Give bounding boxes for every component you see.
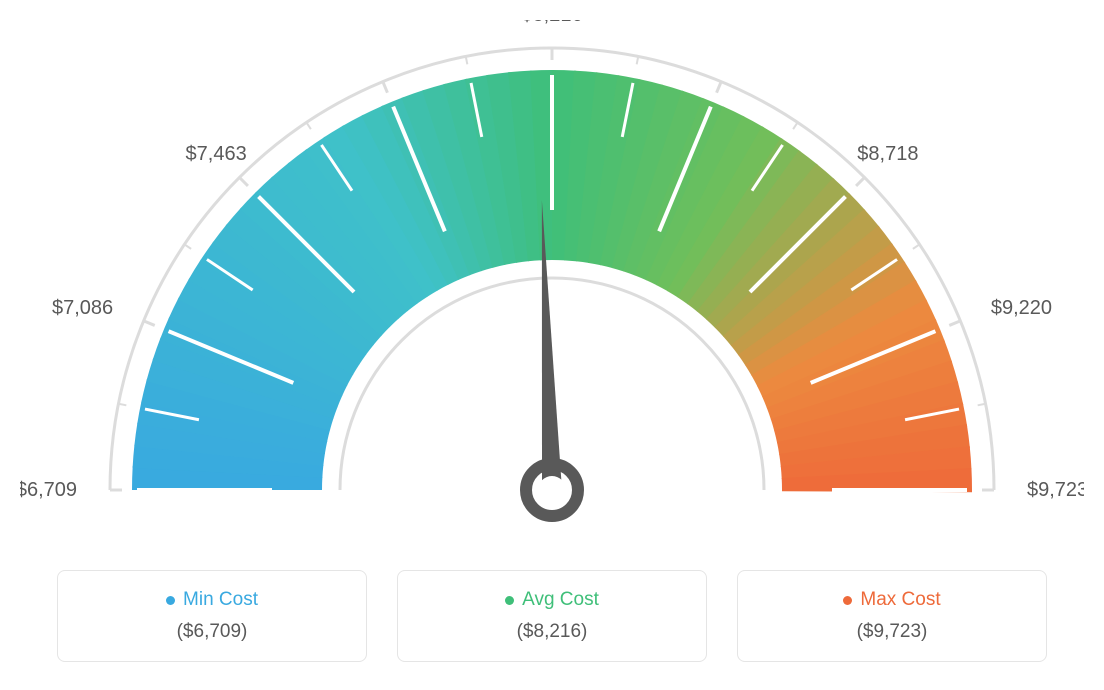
svg-text:$8,216: $8,216 — [521, 20, 582, 26]
legend-label-avg: Avg Cost — [522, 589, 599, 611]
legend-title-max: Max Cost — [738, 589, 1046, 611]
legend-title-avg: Avg Cost — [398, 589, 706, 611]
svg-text:$7,463: $7,463 — [186, 143, 247, 165]
legend-card-avg: Avg Cost ($8,216) — [397, 570, 707, 662]
svg-text:$7,086: $7,086 — [52, 297, 113, 319]
svg-text:$8,718: $8,718 — [857, 143, 918, 165]
svg-text:$6,709: $6,709 — [20, 479, 77, 501]
legend-label-min: Min Cost — [183, 589, 258, 611]
legend-row: Min Cost ($6,709) Avg Cost ($8,216) Max … — [20, 570, 1084, 662]
cost-gauge-chart: $6,709 $7,086 $7,463 $8,216 $8,718 $9,220 $9,7… — [20, 20, 1084, 540]
legend-card-min: Min Cost ($6,709) — [57, 570, 367, 662]
svg-text:$9,220: $9,220 — [991, 297, 1052, 319]
legend-dot-min — [166, 596, 175, 605]
legend-value-max: ($9,723) — [738, 621, 1046, 643]
legend-dot-avg — [505, 596, 514, 605]
legend-card-max: Max Cost ($9,723) — [737, 570, 1047, 662]
svg-text:$9,723: $9,723 — [1027, 479, 1084, 501]
legend-dot-max — [843, 596, 852, 605]
legend-title-min: Min Cost — [58, 589, 366, 611]
gauge-svg: $6,709 $7,086 $7,463 $8,216 $8,718 $9,220 $9,7… — [20, 20, 1084, 540]
legend-label-max: Max Cost — [860, 589, 940, 611]
legend-value-avg: ($8,216) — [398, 621, 706, 643]
legend-value-min: ($6,709) — [58, 621, 366, 643]
